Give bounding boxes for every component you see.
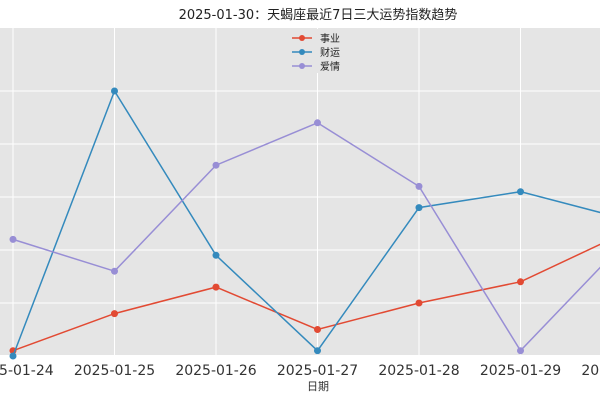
data-point — [314, 326, 321, 333]
x-tick-label: 2025-01-30 — [581, 363, 600, 379]
legend-label: 财运 — [320, 46, 340, 59]
data-point — [415, 204, 423, 212]
plot-area — [0, 28, 600, 355]
legend-label: 事业 — [320, 32, 340, 45]
data-point — [111, 267, 118, 275]
series-3 — [9, 119, 600, 355]
x-tick-label: 2025-01-25 — [74, 363, 155, 379]
x-tick-label: 2025-01-29 — [480, 363, 561, 379]
data-point — [111, 87, 118, 95]
data-point — [415, 182, 423, 190]
data-point — [212, 161, 220, 169]
series-2 — [9, 87, 600, 360]
data-point — [111, 310, 118, 318]
chart-title: 2025-01-30：天蝎座最近7日三大运势指数趋势 — [179, 7, 458, 23]
legend-marker — [299, 49, 305, 55]
x-tick-label: 2025-01-28 — [378, 363, 459, 379]
legend-marker — [299, 63, 305, 69]
data-point — [517, 278, 524, 286]
legend-label: 爱情 — [320, 60, 340, 73]
legend-marker — [299, 35, 305, 41]
data-point — [415, 299, 423, 307]
data-point — [212, 251, 220, 259]
x-tick-labels: 2025-01-24 2025-01-25 2025-01-26 2025-01-27… — [0, 363, 600, 379]
x-axis-label: 日期 — [307, 380, 329, 393]
data-point — [9, 235, 17, 243]
series-layer — [9, 87, 600, 360]
x-tick-label: 2025-01-26 — [175, 363, 256, 379]
series-1 — [9, 243, 600, 355]
data-point — [314, 347, 321, 355]
x-tick-label: 2025-01-24 — [0, 363, 54, 379]
legend-box — [287, 29, 359, 73]
x-tick-label: 2025-01-27 — [277, 363, 358, 379]
data-point — [212, 283, 220, 291]
data-point — [9, 352, 17, 360]
data-point — [517, 347, 524, 355]
data-point — [314, 119, 321, 127]
data-point — [517, 188, 524, 196]
